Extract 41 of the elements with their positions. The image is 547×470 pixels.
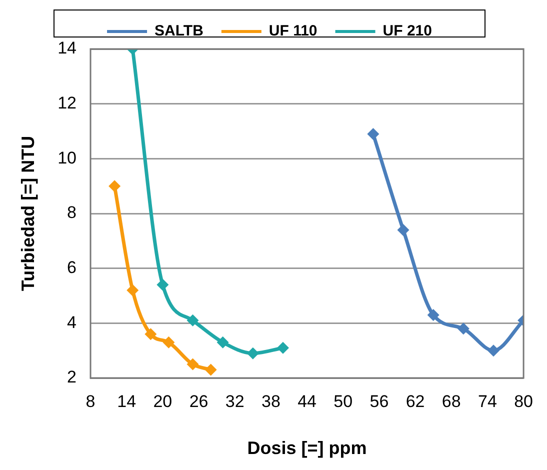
x-tick-label: 68 — [442, 392, 461, 411]
y-tick-label: 14 — [58, 38, 77, 58]
point — [367, 128, 380, 140]
x-tick-label: 26 — [189, 392, 208, 411]
x-tick-label: 50 — [334, 392, 353, 411]
x-tick-label: 56 — [370, 392, 389, 411]
point — [204, 364, 217, 376]
x-tick-label: 14 — [117, 392, 136, 411]
point — [144, 328, 157, 340]
point — [156, 278, 169, 291]
point — [108, 180, 121, 192]
x-tick-label: 8 — [86, 392, 96, 411]
y-tick-label: 2 — [67, 368, 77, 387]
x-tick-label: 38 — [261, 392, 280, 411]
x-tick-label: 44 — [298, 392, 316, 411]
y-tick-label: 10 — [58, 148, 77, 168]
point — [427, 308, 440, 321]
legend-label: UF 110 — [268, 22, 318, 40]
y-tick-label: 12 — [58, 94, 77, 113]
y-axis-title: Turbiedad [=] NTU — [18, 136, 38, 292]
point — [246, 347, 259, 360]
point — [162, 336, 175, 348]
y-tick-label: 6 — [67, 258, 77, 278]
point — [457, 322, 470, 335]
y-tick-label: 4 — [67, 312, 77, 332]
point — [186, 314, 199, 326]
x-tick-label: 80 — [514, 392, 534, 411]
x-tick-label: 74 — [478, 392, 497, 411]
x-tick-label: 62 — [406, 392, 425, 411]
x-tick-label: 20 — [153, 392, 172, 411]
x-axis-title: Dosis [=] ppm — [247, 438, 367, 458]
y-tick-label: 8 — [67, 203, 77, 222]
point — [216, 336, 229, 348]
point — [126, 284, 139, 296]
point — [186, 358, 199, 370]
point — [276, 342, 289, 354]
legend-label: UF 210 — [382, 22, 432, 40]
point — [487, 344, 500, 357]
x-tick-label: 32 — [225, 392, 244, 411]
point — [397, 224, 410, 236]
legend-label: SALTB — [154, 22, 204, 40]
